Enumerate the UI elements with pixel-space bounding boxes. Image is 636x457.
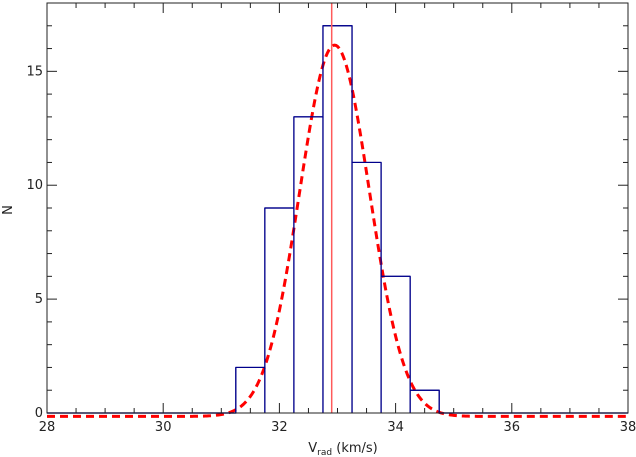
x-tick-label: 32 xyxy=(271,420,288,435)
x-tick-label: 28 xyxy=(39,420,56,435)
gaussian-fit-curve xyxy=(47,43,628,418)
x-axis-label: Vrad (km/s) xyxy=(308,441,377,457)
x-tick-label: 34 xyxy=(387,420,404,435)
x-tick-label: 38 xyxy=(620,420,636,435)
x-axis-label-subscript: rad xyxy=(317,448,332,457)
y-tick-label: 0 xyxy=(35,406,43,421)
y-tick-label: 15 xyxy=(26,64,43,79)
axes-layer: 28 30 32 34 36 38 0 5 10 15 xyxy=(26,2,636,435)
x-tick-label: 30 xyxy=(155,420,172,435)
x-axis-label-unit: (km/s) xyxy=(332,441,378,456)
y-tick-label: 10 xyxy=(26,178,43,193)
x-axis-label-main: V xyxy=(308,441,317,456)
plot-layer xyxy=(47,3,628,418)
plot-frame xyxy=(46,2,629,414)
histogram-outline xyxy=(47,25,628,414)
y-axis-label: N xyxy=(1,205,16,215)
x-tick-label: 36 xyxy=(504,420,521,435)
y-tick-label: 5 xyxy=(35,292,43,307)
